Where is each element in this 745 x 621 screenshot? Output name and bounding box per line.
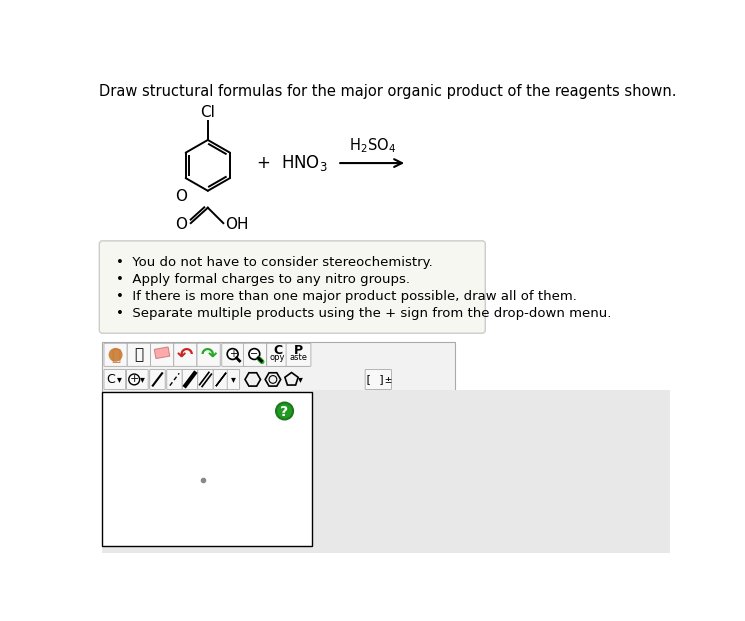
- FancyBboxPatch shape: [150, 343, 174, 366]
- Text: [ ]±: [ ]±: [365, 374, 392, 384]
- Circle shape: [129, 374, 139, 385]
- FancyBboxPatch shape: [213, 369, 229, 389]
- FancyBboxPatch shape: [127, 369, 148, 389]
- FancyBboxPatch shape: [183, 369, 197, 389]
- FancyBboxPatch shape: [286, 343, 311, 366]
- FancyBboxPatch shape: [197, 343, 221, 366]
- FancyBboxPatch shape: [222, 343, 245, 366]
- Text: •  Separate multiple products using the + sign from the drop-down menu.: • Separate multiple products using the +…: [116, 307, 612, 320]
- Text: +: +: [130, 374, 139, 384]
- Bar: [102, 342, 455, 392]
- Text: O: O: [176, 189, 188, 204]
- FancyBboxPatch shape: [104, 369, 126, 389]
- FancyBboxPatch shape: [267, 343, 288, 366]
- Text: opy: opy: [270, 353, 285, 363]
- FancyBboxPatch shape: [99, 241, 485, 333]
- FancyBboxPatch shape: [174, 343, 197, 366]
- Text: +: +: [257, 154, 270, 172]
- FancyBboxPatch shape: [167, 369, 183, 389]
- FancyBboxPatch shape: [365, 369, 392, 389]
- Text: ?: ?: [280, 405, 288, 419]
- Circle shape: [249, 348, 260, 360]
- FancyBboxPatch shape: [244, 343, 267, 366]
- Text: −: −: [250, 349, 259, 359]
- Text: +: +: [229, 349, 237, 359]
- Text: ↶: ↶: [177, 346, 194, 365]
- Circle shape: [227, 348, 238, 360]
- FancyBboxPatch shape: [127, 343, 150, 366]
- Text: HNO$_3$: HNO$_3$: [281, 153, 327, 173]
- Text: C: C: [273, 343, 282, 356]
- Bar: [102, 392, 311, 546]
- Bar: [102, 546, 671, 553]
- Circle shape: [276, 402, 293, 419]
- Text: ▾: ▾: [117, 374, 122, 384]
- Text: •  Apply formal charges to any nitro groups.: • Apply formal charges to any nitro grou…: [116, 273, 410, 286]
- Text: ▾: ▾: [299, 374, 303, 384]
- Bar: [311, 390, 670, 552]
- FancyBboxPatch shape: [286, 343, 309, 366]
- Bar: [154, 347, 170, 358]
- FancyBboxPatch shape: [267, 343, 290, 366]
- FancyBboxPatch shape: [227, 369, 240, 389]
- Text: P: P: [294, 343, 303, 356]
- Text: ↷: ↷: [200, 346, 217, 365]
- Text: ▾: ▾: [140, 374, 145, 384]
- Text: Draw structural formulas for the major organic product of the reagents shown.: Draw structural formulas for the major o…: [99, 84, 676, 99]
- FancyBboxPatch shape: [197, 369, 213, 389]
- Text: •  If there is more than one major product possible, draw all of them.: • If there is more than one major produc…: [116, 290, 577, 303]
- Text: 🧪: 🧪: [134, 347, 143, 362]
- Text: ▾: ▾: [231, 374, 236, 384]
- Text: C: C: [106, 373, 115, 386]
- Text: ✋: ✋: [111, 348, 120, 363]
- Text: OH: OH: [225, 217, 248, 232]
- FancyBboxPatch shape: [150, 369, 165, 389]
- Circle shape: [109, 348, 123, 361]
- Text: •  You do not have to consider stereochemistry.: • You do not have to consider stereochem…: [116, 256, 433, 270]
- Text: aste: aste: [290, 353, 308, 363]
- Text: Cl: Cl: [200, 105, 215, 120]
- Text: O: O: [175, 217, 187, 232]
- FancyBboxPatch shape: [104, 343, 127, 366]
- Text: H$_2$SO$_4$: H$_2$SO$_4$: [349, 136, 396, 155]
